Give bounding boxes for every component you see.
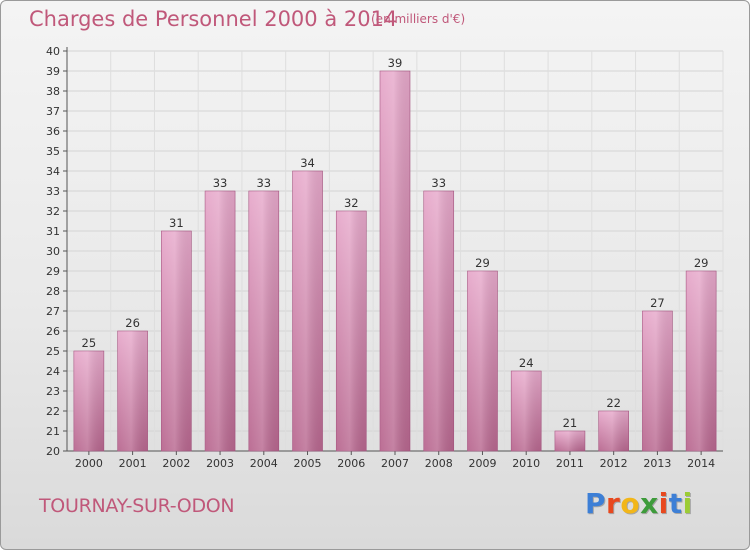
axes: 20 21 22 23 24 25 26 27 28 29 30 31 32 33 34 35 36 37 38 39… (46, 45, 723, 470)
x-tick-label: 2013 (643, 457, 671, 470)
x-tick-label: 2004 (250, 457, 278, 470)
x-tick-label: 2011 (556, 457, 584, 470)
data-label: 33 (256, 176, 271, 190)
bar-highlight (511, 371, 542, 451)
y-tick-label: 29 (46, 265, 60, 278)
y-tick-label: 32 (46, 205, 60, 218)
data-label: 24 (519, 356, 534, 370)
y-tick-label: 35 (46, 145, 60, 158)
y-tick-label: 38 (46, 85, 60, 98)
y-tick-label: 33 (46, 185, 60, 198)
x-tick-label: 2001 (119, 457, 147, 470)
bar-highlight (642, 311, 673, 451)
data-label: 29 (694, 256, 709, 270)
x-tick-label: 2003 (206, 457, 234, 470)
logo-letter: P (585, 487, 607, 520)
logo-letter: t (668, 487, 683, 520)
y-tick-label: 22 (46, 405, 60, 418)
y-tick-label: 26 (46, 325, 60, 338)
x-tick-label: 2012 (600, 457, 628, 470)
data-labels: 25 26 31 33 33 34 32 39 33 29 24 21 22 27 29 (82, 56, 709, 430)
bar-highlight (205, 191, 236, 451)
y-tick-label: 34 (46, 165, 60, 178)
y-tick-label: 21 (46, 425, 60, 438)
x-tick-label: 2005 (294, 457, 322, 470)
data-label: 32 (344, 196, 359, 210)
y-tick-label: 20 (46, 445, 60, 458)
bar-highlight (248, 191, 279, 451)
data-label: 33 (431, 176, 446, 190)
bar-highlight (554, 431, 585, 451)
logo-letter: i (682, 487, 693, 520)
y-tick-label: 24 (46, 365, 60, 378)
proxiti-logo: Proxiti (585, 487, 693, 520)
bar-highlight (292, 171, 323, 451)
y-tick-label: 40 (46, 45, 60, 58)
data-label: 27 (650, 296, 665, 310)
data-label: 21 (563, 416, 578, 430)
bar-highlight (598, 411, 629, 451)
x-tick-label: 2007 (381, 457, 409, 470)
bars (73, 70, 717, 452)
chart-title: Charges de Personnel 2000 à 2014 (29, 7, 398, 31)
y-tick-label: 23 (46, 385, 60, 398)
y-tick-label: 30 (46, 245, 60, 258)
x-tick-label: 2009 (468, 457, 496, 470)
y-tick-label: 37 (46, 105, 60, 118)
bar-highlight (336, 211, 367, 451)
data-label: 26 (125, 316, 140, 330)
data-label: 31 (169, 216, 184, 230)
y-tick-label: 27 (46, 305, 60, 318)
data-label: 39 (388, 56, 403, 70)
logo-letter: i (658, 487, 669, 520)
x-tick-label: 2006 (337, 457, 365, 470)
bar-highlight (117, 331, 148, 451)
data-label: 22 (606, 396, 621, 410)
x-tick-label: 2000 (75, 457, 103, 470)
bar-highlight (423, 191, 454, 451)
logo-letter: x (640, 487, 659, 520)
bar-highlight (73, 351, 104, 451)
y-tick-label: 36 (46, 125, 60, 138)
bar-highlight (686, 271, 717, 451)
x-tick-label: 2010 (512, 457, 540, 470)
data-label: 33 (213, 176, 228, 190)
y-tick-label: 39 (46, 65, 60, 78)
bar-highlight (380, 71, 410, 451)
bar-highlight (161, 231, 192, 451)
data-label: 29 (475, 256, 490, 270)
y-tick-label: 31 (46, 225, 60, 238)
data-label: 25 (82, 336, 97, 350)
logo-letter: o (620, 487, 641, 520)
city-name: TOURNAY-SUR-ODON (39, 495, 235, 517)
logo-letter: r (606, 487, 621, 520)
x-tick-label: 2002 (162, 457, 190, 470)
bar-highlight (467, 271, 498, 451)
x-tick-label: 2008 (425, 457, 453, 470)
y-tick-label: 28 (46, 285, 60, 298)
data-label: 34 (300, 156, 315, 170)
x-tick-label: 2014 (687, 457, 715, 470)
y-tick-label: 25 (46, 345, 60, 358)
chart-subtitle: (en milliers d'€) (371, 12, 466, 26)
